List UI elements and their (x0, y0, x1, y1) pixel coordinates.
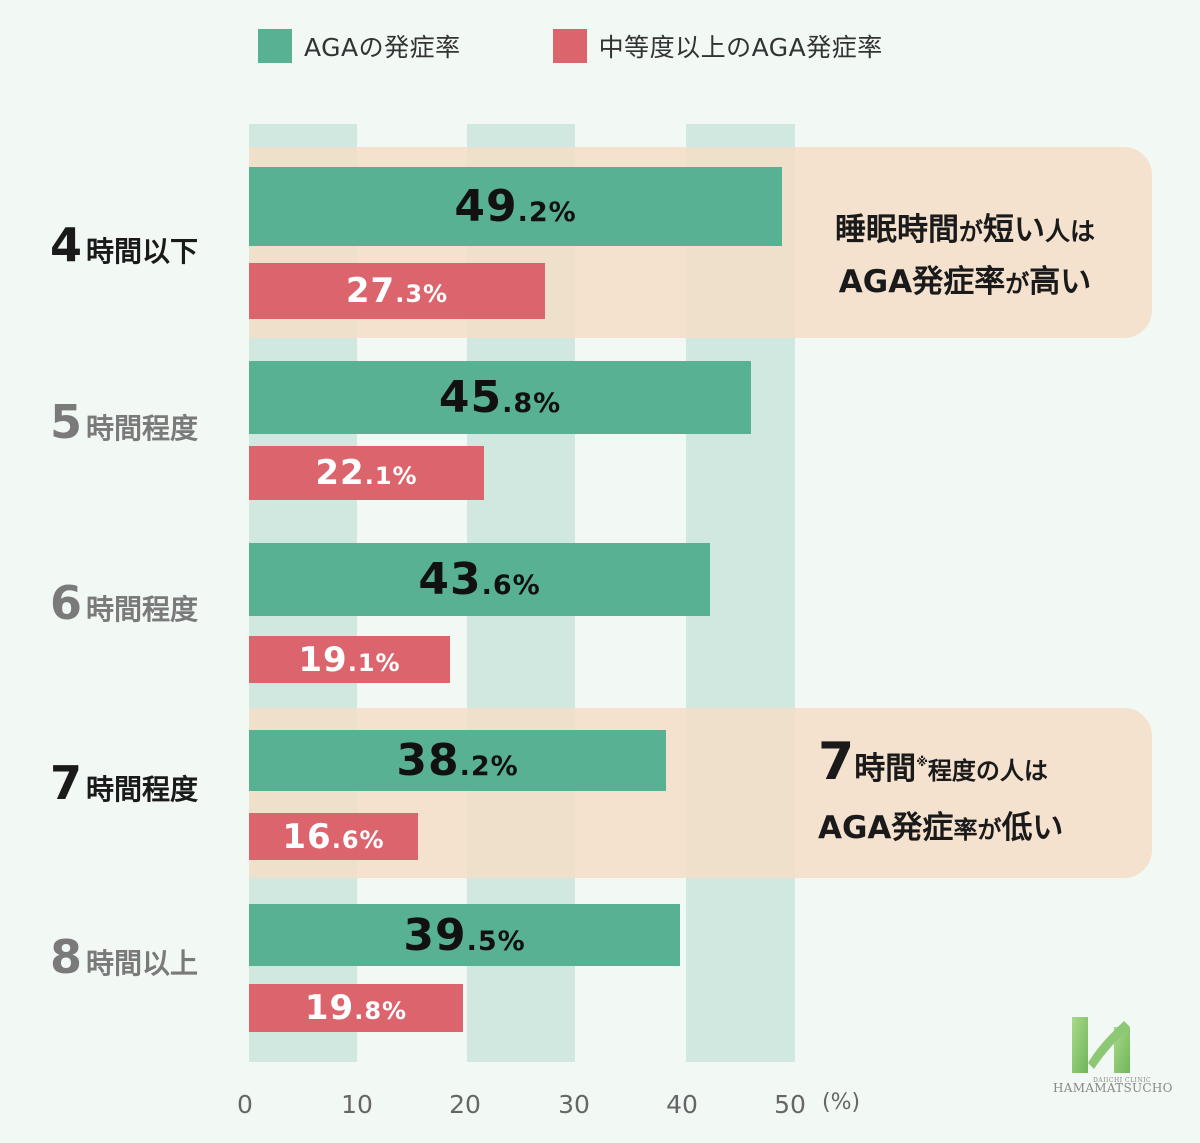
bar-value-label: 27.3% (345, 271, 449, 311)
bar-value-label: 19.1% (298, 639, 401, 680)
category-number: 7 (50, 756, 83, 810)
x-axis-unit: (%) (822, 1090, 861, 1115)
category-number: 5 (50, 395, 83, 449)
legend-item-moderate-aga: 中等度以上のAGA発症率 (552, 28, 883, 64)
x-tick-10: 10 (341, 1090, 373, 1119)
category-text: 時間以下 (86, 235, 199, 268)
bar-moderate-6h: 19.1% (249, 636, 450, 683)
bar-aga-6h: 43.6% (249, 543, 710, 616)
bar-aga-5h: 45.8% (249, 361, 751, 434)
category-text: 時間程度 (86, 412, 199, 445)
bar-value-label: 19.8% (304, 988, 408, 1028)
x-tick-50: 50 (774, 1090, 806, 1119)
bar-value-label: 16.6% (282, 816, 385, 857)
bar-value-label: 22.1% (315, 453, 418, 493)
clinic-logo-icon (1072, 1017, 1130, 1073)
legend-label: 中等度以上のAGA発症率 (598, 33, 883, 62)
category-number: 4 (50, 218, 83, 272)
category-number: 8 (50, 930, 83, 984)
bar-value-label: 45.8% (438, 372, 562, 423)
category-text: 時間程度 (86, 773, 199, 806)
bar-value-label: 39.5% (403, 909, 526, 961)
x-tick-0: 0 (237, 1090, 253, 1119)
x-tick-40: 40 (666, 1090, 698, 1119)
category-label-4h: 4 時間以下 (50, 218, 215, 272)
bar-value-label: 49.2% (454, 181, 577, 232)
category-label-6h: 6 時間程度 (50, 576, 215, 630)
bar-moderate-5h: 22.1% (249, 446, 484, 500)
annotation-seven-hours: 7時間※程度の人は AGA発症率が低い (818, 732, 1064, 846)
category-label-5h: 5 時間程度 (50, 395, 215, 449)
chart-legend: AGAの発症率 中等度以上のAGA発症率 (258, 28, 975, 64)
bar-moderate-7h: 16.6% (249, 813, 418, 860)
x-tick-20: 20 (449, 1090, 481, 1119)
logo-subtitle: DAIICHI CLINIC (1093, 1077, 1152, 1084)
logo-title: HAMAMATSUCHO (1053, 1081, 1173, 1095)
bar-moderate-8h: 19.8% (249, 984, 463, 1032)
x-tick-30: 30 (558, 1090, 590, 1119)
category-text: 時間以上 (86, 947, 199, 980)
bar-value-label: 43.6% (418, 554, 541, 605)
bar-aga-8h: 39.5% (249, 904, 680, 966)
bar-moderate-4h: 27.3% (249, 263, 545, 319)
bar-value-label: 38.2% (396, 735, 519, 786)
legend-item-aga: AGAの発症率 (258, 28, 461, 64)
legend-swatch-green (258, 29, 292, 63)
category-number: 6 (50, 576, 83, 630)
legend-swatch-red (552, 29, 587, 63)
bar-aga-7h: 38.2% (249, 730, 666, 791)
annotation-short-sleep: 睡眠時間が短い人は AGA発症率が高い (834, 212, 1095, 300)
bar-aga-4h: 49.2% (249, 167, 782, 246)
category-label-7h: 7 時間程度 (50, 756, 215, 810)
category-text: 時間程度 (86, 593, 199, 626)
legend-label: AGAの発症率 (304, 33, 461, 62)
category-label-8h: 8 時間以上 (50, 930, 215, 984)
